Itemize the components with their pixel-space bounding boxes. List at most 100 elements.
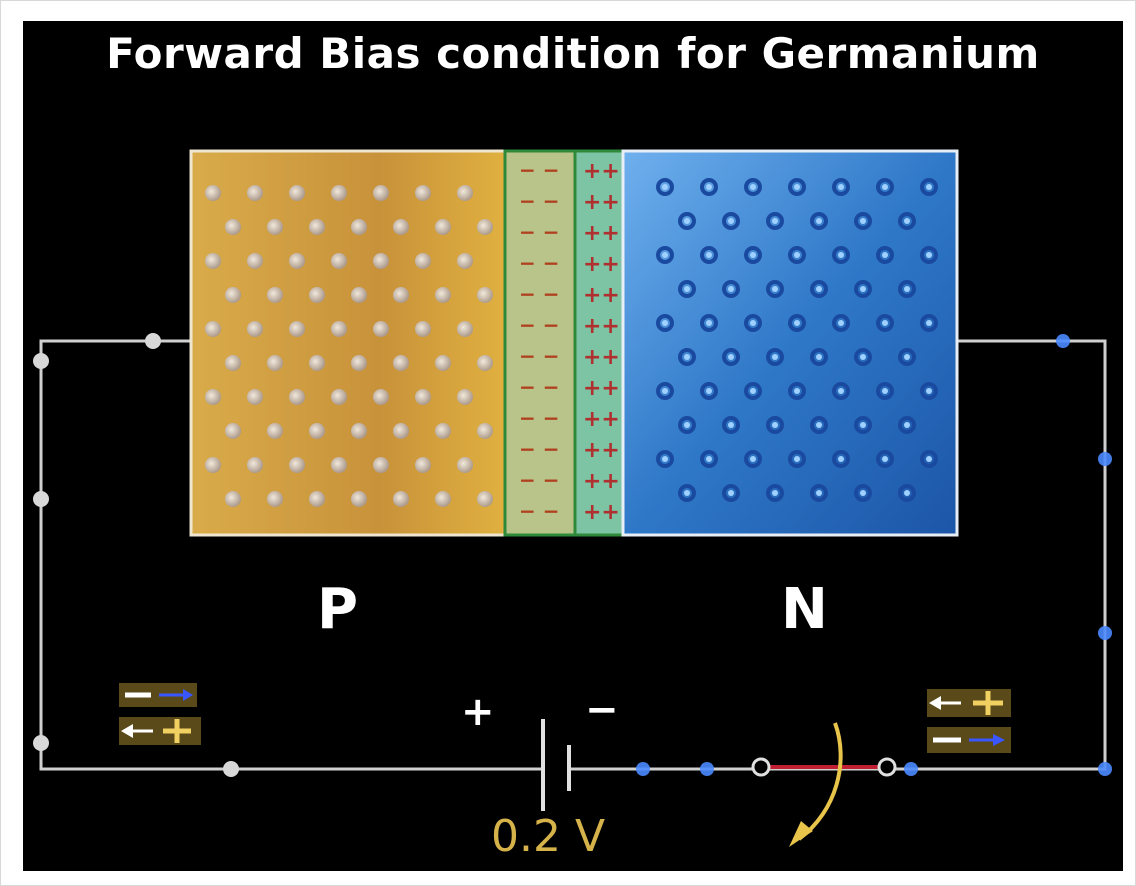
- electron-core: [684, 490, 690, 496]
- hole-dot: [351, 423, 367, 439]
- negative-ion: − −: [519, 220, 559, 244]
- electron-core: [882, 184, 888, 190]
- negative-ion: − −: [519, 406, 559, 430]
- hole-dot: [457, 321, 473, 337]
- electron-dot: [656, 314, 674, 332]
- electron-dot: [920, 314, 938, 332]
- hole-dot: [415, 253, 431, 269]
- battery-plus-sign: +: [461, 689, 495, 735]
- electron-core: [838, 184, 844, 190]
- hole-dot: [415, 185, 431, 201]
- electron-core: [904, 422, 910, 428]
- electron-core: [926, 456, 932, 462]
- electron-dot: [854, 484, 872, 502]
- hole-dot: [205, 185, 221, 201]
- hole-dot: [225, 355, 241, 371]
- electron-core: [772, 286, 778, 292]
- electron-dot: [722, 280, 740, 298]
- electron-dot: [832, 178, 850, 196]
- electron-core: [728, 354, 734, 360]
- legend-right: [927, 689, 1011, 753]
- electron-dot: [700, 178, 718, 196]
- electron-dot: [744, 382, 762, 400]
- hole-dot: [457, 457, 473, 473]
- hole-dot: [435, 287, 451, 303]
- electron-dot: [788, 246, 806, 264]
- positive-ion: ++: [583, 500, 620, 525]
- terminal-left: [751, 757, 771, 777]
- hole-dot: [247, 321, 263, 337]
- hole-dot: [205, 321, 221, 337]
- electron-dot: [832, 246, 850, 264]
- electron-core: [816, 354, 822, 360]
- hole-dot: [289, 185, 305, 201]
- positive-ion: ++: [583, 252, 620, 277]
- negative-ion: − −: [519, 282, 559, 306]
- hole-dot: [225, 423, 241, 439]
- electron-dot: [766, 212, 784, 230]
- electron-dot: [920, 178, 938, 196]
- electron-dot: [832, 314, 850, 332]
- electron-dot: [656, 382, 674, 400]
- electron-dot: [854, 212, 872, 230]
- hole-dot: [393, 355, 409, 371]
- hole-on-wire: [145, 333, 161, 349]
- hole-dot: [477, 355, 493, 371]
- electron-dot: [876, 314, 894, 332]
- hole-dot: [393, 423, 409, 439]
- electron-on-wire: [1056, 334, 1070, 348]
- hole-dot: [415, 457, 431, 473]
- n-region: [621, 149, 959, 537]
- electron-dot: [810, 416, 828, 434]
- electron-core: [662, 388, 668, 394]
- electron-core: [838, 320, 844, 326]
- electron-core: [772, 490, 778, 496]
- electron-dot: [678, 484, 696, 502]
- legend-left: [119, 683, 201, 745]
- positive-ion: ++: [583, 407, 620, 432]
- electron-core: [794, 456, 800, 462]
- electron-core: [904, 354, 910, 360]
- hole-dot: [393, 491, 409, 507]
- electron-core: [904, 286, 910, 292]
- hole-dot: [373, 457, 389, 473]
- depletion-negative-zone: [503, 149, 577, 537]
- hole-dot: [331, 253, 347, 269]
- electron-dot: [810, 484, 828, 502]
- electron-core: [860, 490, 866, 496]
- hole-dot: [477, 287, 493, 303]
- positive-ion: ++: [583, 469, 620, 494]
- negative-ion: − −: [519, 499, 559, 523]
- electron-dot: [810, 348, 828, 366]
- hole-dot: [435, 219, 451, 235]
- electron-core: [728, 286, 734, 292]
- electron-core: [860, 422, 866, 428]
- electron-core: [750, 320, 756, 326]
- hole-dot: [267, 219, 283, 235]
- hole-dot: [351, 491, 367, 507]
- hole-dot: [225, 287, 241, 303]
- positive-ion: ++: [583, 159, 620, 184]
- electron-dot: [832, 382, 850, 400]
- electron-core: [838, 456, 844, 462]
- p-region-label: P: [317, 577, 359, 642]
- hole-dot: [351, 355, 367, 371]
- hole-on-wire: [33, 491, 49, 507]
- hole-dot: [247, 457, 263, 473]
- positive-ion: ++: [583, 221, 620, 246]
- hole-on-wire: [223, 761, 239, 777]
- hole-carriers: [205, 185, 493, 507]
- electron-core: [662, 456, 668, 462]
- negative-ion: − −: [519, 313, 559, 337]
- electron-on-wire: [1098, 626, 1112, 640]
- electron-core: [728, 490, 734, 496]
- hole-dot: [205, 253, 221, 269]
- hole-dot: [351, 219, 367, 235]
- electron-carriers: [656, 178, 938, 502]
- electron-on-wire: [700, 762, 714, 776]
- hole-dot: [331, 457, 347, 473]
- electron-core: [838, 388, 844, 394]
- electron-dot: [678, 212, 696, 230]
- hole-dot: [435, 423, 451, 439]
